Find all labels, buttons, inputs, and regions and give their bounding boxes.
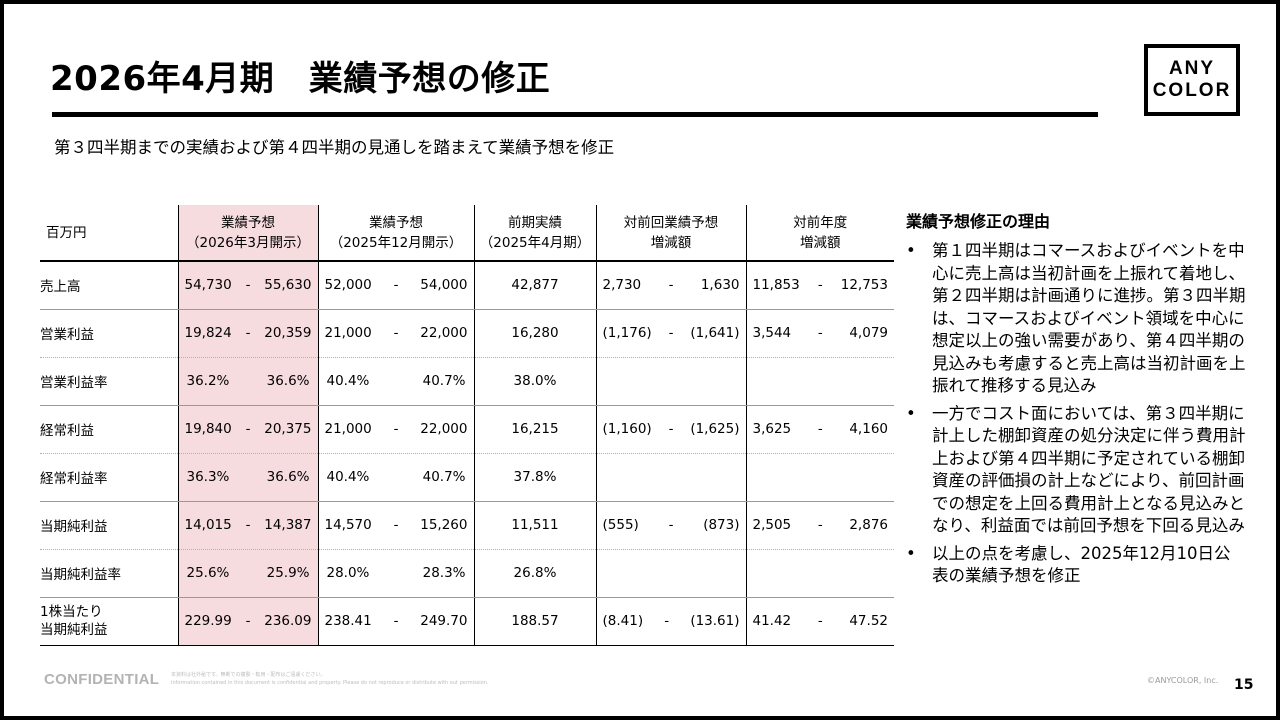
list-item: • 一方でコスト面においては、第３四半期に計上した棚卸資産の処分決定に伴う費用計上…: [906, 403, 1246, 536]
reason-heading: 業績予想修正の理由: [906, 212, 1051, 231]
row-label: 営業利益: [40, 309, 178, 358]
table-header-row: 百万円 業績予想 （2026年3月開示） 業績予想 （2025年12月開示） 前期実…: [40, 205, 894, 262]
header-change-vs-prior-year: 対前年度 増減額: [745, 205, 894, 262]
row-label: 売上高: [40, 261, 178, 310]
confidential-label: CONFIDENTIAL: [44, 671, 160, 688]
bullet-icon: •: [906, 241, 916, 260]
list-item: • 以上の点を考慮し、2025年12月10日公表の業績予想を修正: [906, 543, 1231, 586]
header-prior-year-actual: 前期実績 （2025年4月期）: [473, 205, 596, 262]
logo-line-2: COLOR: [1152, 80, 1232, 101]
table-row: 経常利益率 36.3% 36.6% 40.4% 40.7% 37.8%: [40, 453, 894, 502]
logo-line-1: ANY: [1168, 58, 1216, 79]
row-label: 当期純利益率: [40, 549, 178, 598]
header-forecast-dec2025: 業績予想 （2025年12月開示）: [317, 205, 474, 262]
table-row: 経常利益 19,840-20,375 21,000-22,000 16,215 …: [40, 405, 894, 454]
table-row: 営業利益率 36.2% 36.6% 40.4% 40.7% 38.0%: [40, 357, 894, 406]
table-row: 営業利益 19,824-20,359 21,000-22,000 16,280 …: [40, 309, 894, 358]
revision-reason-panel: 業績予想修正の理由 • 第１四半期はコマースおよびイベントを中心に売上高は当初計画…: [906, 208, 1246, 593]
table-row: 売上高 54,730-55,630 52,000-54,000 42,877 2…: [40, 261, 894, 310]
table-row: 当期純利益率 25.6% 25.9% 28.0% 28.3% 26.8%: [40, 549, 894, 598]
row-label: 営業利益率: [40, 357, 178, 406]
table-row: 当期純利益 14,015-14,387 14,570-15,260 11,511…: [40, 501, 894, 550]
page-number: 15: [1234, 677, 1254, 693]
header-change-vs-previous-forecast: 対前回業績予想 増減額: [595, 205, 746, 262]
confidentiality-notice: 本資料は社外秘です。無断での複製・転用・配布はご遠慮ください。 Informat…: [171, 672, 489, 686]
copyright: ©ANYCOLOR, Inc.: [1147, 676, 1219, 685]
unit-header: 百万円: [40, 205, 178, 262]
row-label: 当期純利益: [40, 501, 178, 550]
table-row: 1株当たり 当期純利益 229.99-236.09 238.41-249.70 1…: [40, 597, 894, 646]
page-title: 2026年4月期 業績予想の修正: [50, 59, 551, 99]
title-divider: [52, 112, 1098, 117]
anycolor-logo: ANY COLOR: [1144, 44, 1240, 116]
row-label: 1株当たり 当期純利益: [40, 597, 178, 646]
bullet-icon: •: [906, 403, 916, 423]
list-item: • 第１四半期はコマースおよびイベントを中心に売上高は当初計画を上振れて着地し、第…: [906, 241, 1246, 395]
subtitle: 第３四半期までの実績および第４四半期の見通しを踏まえて業績予想を修正: [54, 138, 615, 157]
reason-list: • 第１四半期はコマースおよびイベントを中心に売上高は当初計画を上振れて着地し、第…: [906, 240, 1246, 588]
header-forecast-mar2026: 業績予想 （2026年3月開示）: [177, 205, 318, 262]
row-label: 経常利益率: [40, 453, 178, 502]
bullet-icon: •: [906, 543, 916, 563]
row-label: 経常利益: [40, 405, 178, 454]
forecast-table: 百万円 業績予想 （2026年3月開示） 業績予想 （2025年12月開示） 前期実…: [40, 205, 894, 646]
